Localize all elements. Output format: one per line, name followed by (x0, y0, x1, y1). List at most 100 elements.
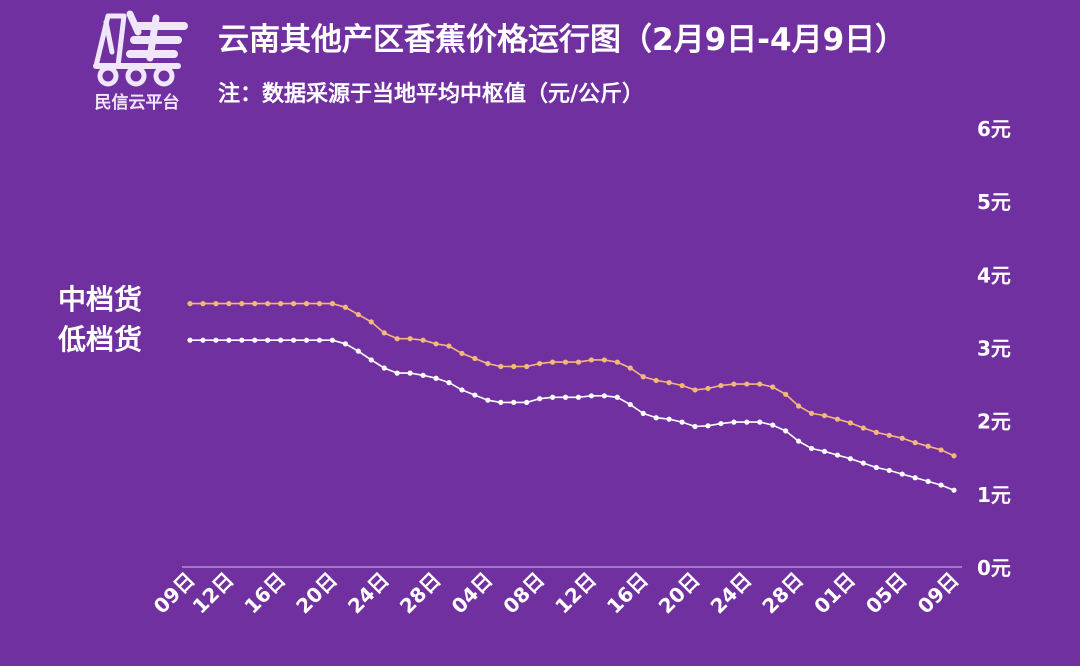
x-tick-label: 16日 (602, 568, 653, 619)
data-point (459, 350, 465, 356)
x-tick-label: 24日 (343, 568, 394, 619)
data-point (303, 337, 310, 343)
x-tick-label: 28日 (757, 568, 808, 619)
data-point (770, 384, 776, 390)
y-tick-label: 5元 (977, 190, 1011, 214)
data-point (549, 359, 556, 365)
x-tick-label: 04日 (447, 568, 498, 619)
data-point (718, 382, 724, 389)
data-point (718, 420, 724, 427)
data-point (472, 355, 478, 362)
data-point (252, 337, 258, 343)
x-tick-label: 20日 (291, 568, 342, 619)
data-point (265, 337, 271, 343)
data-point (588, 393, 595, 399)
data-point (511, 363, 517, 370)
y-tick-label: 3元 (977, 337, 1011, 361)
data-point (355, 348, 361, 354)
data-point (303, 301, 310, 307)
data-point (744, 419, 750, 425)
data-point (549, 394, 556, 400)
logo: 民信云平台 (78, 8, 196, 113)
data-point (329, 337, 336, 343)
data-point (420, 372, 426, 378)
x-tick-label: 08日 (498, 568, 549, 619)
data-point (744, 381, 750, 387)
data-point (692, 423, 698, 430)
data-point (873, 429, 879, 435)
x-tick-label: 20日 (654, 568, 705, 619)
data-point (873, 464, 879, 471)
data-point (368, 319, 374, 325)
data-point (679, 382, 685, 389)
data-point (511, 399, 517, 405)
data-point (472, 392, 478, 398)
data-point (653, 415, 659, 421)
data-point (705, 385, 711, 392)
data-point (627, 401, 633, 408)
data-point (420, 337, 426, 343)
x-tick-label: 28日 (395, 568, 446, 619)
data-point (433, 375, 439, 381)
data-point (316, 301, 323, 307)
legend-label-mid: 中档货 (58, 283, 143, 316)
chart-title: 云南其他产区香蕉价格运行图（2月9日-4月9日） (218, 22, 907, 58)
chart-subtitle: 注：数据采源于当地平均中枢值（元/公斤） (218, 82, 645, 107)
data-point (731, 419, 737, 425)
data-point (187, 337, 193, 343)
data-point (213, 301, 219, 307)
data-point (757, 419, 763, 425)
data-point (368, 357, 374, 363)
data-point (355, 311, 361, 318)
data-point (562, 359, 569, 365)
data-point (912, 475, 918, 481)
data-point (951, 453, 957, 459)
data-point (601, 393, 607, 399)
data-point (627, 365, 633, 371)
data-point (886, 432, 892, 438)
data-point (575, 359, 582, 365)
data-point (498, 363, 504, 370)
data-point (524, 399, 530, 405)
data-point (485, 397, 491, 403)
data-point (783, 428, 789, 434)
data-point (938, 482, 944, 488)
data-point (731, 381, 737, 387)
legend: 中档货 低档货 (58, 280, 142, 360)
data-point (666, 380, 672, 386)
x-tick-label: 12日 (550, 568, 601, 619)
y-tick-label: 1元 (977, 483, 1011, 507)
data-point (757, 381, 763, 387)
data-point (200, 301, 206, 307)
data-point (679, 419, 685, 425)
data-point (485, 360, 491, 367)
data-point (821, 448, 828, 454)
data-point (640, 410, 646, 416)
data-point (912, 440, 918, 446)
series-group (187, 301, 957, 493)
data-point (899, 435, 905, 441)
data-point (808, 410, 815, 416)
data-point (278, 337, 284, 343)
y-axis-ticks: 0元 1元 2元 3元 4元 5元 6元 (977, 117, 1011, 580)
data-point (860, 425, 866, 431)
data-point (601, 357, 607, 363)
data-point (407, 336, 413, 342)
data-point (834, 416, 841, 422)
data-point (239, 337, 245, 343)
data-point (290, 301, 297, 307)
data-point (459, 387, 465, 393)
data-point (666, 416, 672, 422)
data-point (187, 301, 193, 307)
data-point (847, 456, 854, 462)
series-line-mid (190, 302, 955, 457)
data-point (925, 443, 931, 449)
data-point (278, 301, 284, 307)
data-point (226, 301, 232, 307)
data-point (446, 343, 452, 349)
data-point (808, 445, 815, 452)
data-point (252, 301, 258, 307)
data-point (200, 337, 206, 343)
